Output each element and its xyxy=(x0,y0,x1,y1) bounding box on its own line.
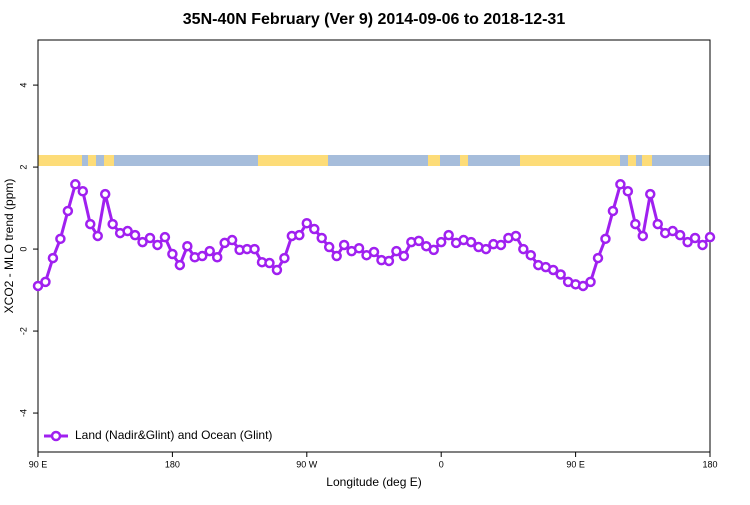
land-band xyxy=(642,155,652,166)
data-point xyxy=(637,230,649,242)
x-tick-label: 180 xyxy=(702,459,717,469)
land-band xyxy=(520,155,620,166)
legend-label: Land (Nadir&Glint) and Ocean (Glint) xyxy=(75,428,272,442)
data-point xyxy=(428,244,439,256)
y-tick-label: -4 xyxy=(18,409,28,417)
y-axis-label: XCO2 - MLO trend (ppm) xyxy=(2,179,16,314)
legend: Land (Nadir&Glint) and Ocean (Glint) xyxy=(44,428,272,442)
data-point xyxy=(704,231,716,243)
data-point xyxy=(338,239,350,251)
data-point xyxy=(585,276,596,288)
data-point xyxy=(682,236,693,248)
data-point xyxy=(615,179,626,190)
data-point xyxy=(391,245,402,257)
land-band xyxy=(38,155,82,166)
data-point xyxy=(383,255,395,267)
legend-marker xyxy=(50,430,62,442)
data-point xyxy=(279,252,290,264)
data-point xyxy=(622,186,634,197)
data-point xyxy=(204,245,215,257)
data-point xyxy=(674,229,686,241)
data-point xyxy=(92,230,103,242)
data-point xyxy=(331,250,342,262)
data-point xyxy=(547,264,559,276)
data-point xyxy=(689,232,701,244)
data-point xyxy=(85,218,96,230)
data-point xyxy=(182,240,193,252)
data-point xyxy=(122,225,133,237)
data-point xyxy=(99,188,111,200)
data-point xyxy=(70,179,81,190)
data-point xyxy=(159,231,171,243)
y-tick-label: 4 xyxy=(18,83,28,88)
data-point xyxy=(555,269,566,280)
data-point xyxy=(144,232,156,244)
data-point xyxy=(495,239,507,251)
data-point xyxy=(167,248,178,260)
data-point xyxy=(480,243,492,255)
data-point xyxy=(630,218,641,230)
data-point xyxy=(607,205,619,217)
data-point xyxy=(323,241,335,253)
chart-title: 35N-40N February (Ver 9) 2014-09-06 to 2… xyxy=(183,11,566,28)
data-point xyxy=(510,230,522,242)
data-point xyxy=(294,229,305,241)
data-point xyxy=(271,264,283,276)
plot-frame xyxy=(37,39,711,453)
data-point xyxy=(435,236,447,248)
data-point xyxy=(301,217,313,229)
data-point xyxy=(174,259,186,271)
data-point xyxy=(249,243,260,255)
data-point xyxy=(413,235,425,247)
land-band xyxy=(460,155,468,166)
data-point xyxy=(197,250,208,262)
data-point xyxy=(47,252,59,264)
land-band xyxy=(104,155,114,166)
data-point xyxy=(645,188,656,200)
x-tick-label: 180 xyxy=(165,459,180,469)
data-point xyxy=(226,234,238,246)
data-point xyxy=(40,276,51,288)
x-tick-label: 90 E xyxy=(566,459,585,469)
data-point xyxy=(353,243,365,254)
x-axis-label: Longitude (deg E) xyxy=(326,475,421,489)
data-point xyxy=(368,246,380,258)
data-point xyxy=(152,239,163,251)
data-point xyxy=(107,218,118,230)
y-tick-label: 0 xyxy=(18,247,28,252)
data-point xyxy=(600,233,611,245)
data-point xyxy=(129,229,141,241)
data-point xyxy=(667,225,678,237)
data-point xyxy=(465,236,477,248)
data-point xyxy=(525,249,537,261)
land-band xyxy=(628,155,636,166)
data-point xyxy=(518,243,529,255)
data-point xyxy=(32,280,44,292)
land-band xyxy=(88,155,96,166)
x-tick-label: 0 xyxy=(439,459,444,469)
data-point xyxy=(316,232,327,244)
ocean-band xyxy=(38,155,710,166)
land-band xyxy=(258,155,328,166)
data-point xyxy=(55,233,66,245)
data-point xyxy=(264,257,275,269)
surface-strip xyxy=(38,155,710,166)
land-band xyxy=(428,155,440,166)
y-tick-label: 2 xyxy=(18,165,28,170)
data-point xyxy=(577,280,589,292)
data-point xyxy=(697,239,708,251)
data-point xyxy=(592,252,604,264)
data-point xyxy=(309,223,320,235)
x-tick-label: 90 E xyxy=(29,459,48,469)
data-point xyxy=(443,229,454,241)
data-point xyxy=(137,236,148,248)
data-point xyxy=(77,186,89,197)
y-tick-label: -2 xyxy=(18,327,28,335)
data-point xyxy=(62,205,74,217)
data-point xyxy=(398,250,410,262)
data-point xyxy=(652,218,663,230)
x-tick-label: 90 W xyxy=(296,459,318,469)
data-point xyxy=(211,252,223,263)
